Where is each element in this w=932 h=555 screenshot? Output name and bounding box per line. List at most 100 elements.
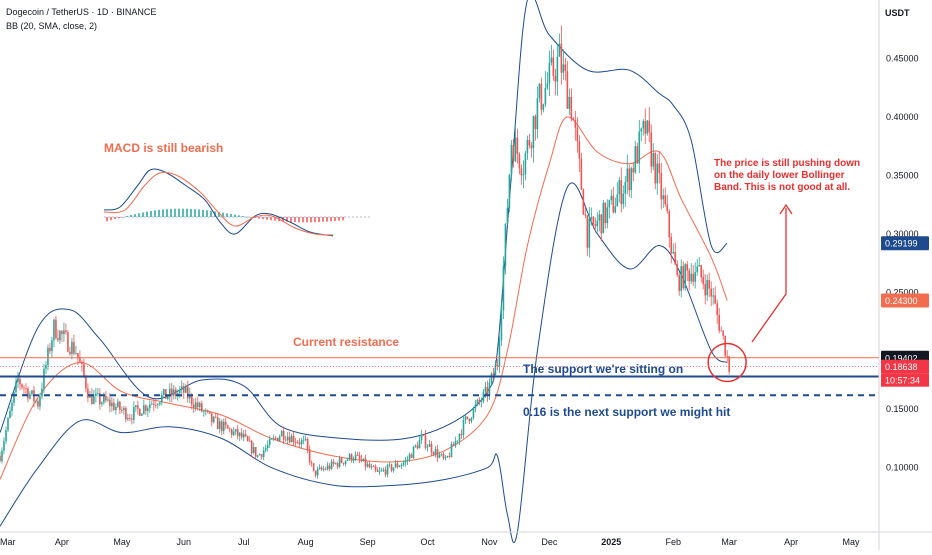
candle-down xyxy=(236,429,239,437)
candles xyxy=(0,25,730,479)
candle-down xyxy=(137,405,139,409)
price-axis[interactable]: 0.45000 0.40000 0.35000 0.30000 0.25000 0.150… xyxy=(878,0,929,550)
candle-down xyxy=(658,163,661,173)
candle-up xyxy=(238,432,241,437)
candle-down xyxy=(668,211,671,238)
symbol-title[interactable]: Dogecoin / TetherUS · 1D · BINANCE xyxy=(6,7,157,17)
candle-down xyxy=(364,458,367,467)
macd-histogram-bar xyxy=(222,212,224,217)
candle-down xyxy=(171,388,173,396)
candle-down xyxy=(49,347,51,352)
candle-down xyxy=(254,447,257,457)
candle-down xyxy=(704,284,706,296)
macd-histogram-bar xyxy=(146,211,148,217)
candle-up xyxy=(526,139,529,154)
candle-up xyxy=(386,464,389,475)
candle-up xyxy=(428,443,431,447)
candle-down xyxy=(390,464,393,471)
macd-histogram-bar xyxy=(326,217,328,222)
candle-up xyxy=(454,440,457,446)
macd-histogram-bar xyxy=(310,217,312,223)
candle-down xyxy=(512,144,515,162)
candle-down xyxy=(250,441,253,454)
price-tag-box xyxy=(881,359,929,374)
candle-down xyxy=(85,376,87,389)
candle-down xyxy=(384,469,387,475)
time-tick-label: Oct xyxy=(421,537,436,547)
currency-label[interactable]: USDT xyxy=(885,8,910,18)
price-tick-label: 0.35000 xyxy=(886,170,919,180)
candle-down xyxy=(728,356,730,372)
macd-histogram-bar xyxy=(334,217,336,222)
candle-down xyxy=(708,279,710,289)
candle-up xyxy=(212,416,215,423)
candle-up xyxy=(300,440,303,445)
candle-down xyxy=(564,64,567,72)
macd-histogram-bar xyxy=(258,217,260,219)
resistance-annotation: Current resistance xyxy=(293,335,400,349)
candle-down xyxy=(220,421,223,432)
candle-down xyxy=(186,386,189,399)
candle-up xyxy=(133,407,135,420)
candle-down xyxy=(572,118,575,121)
price-tag-box xyxy=(881,293,929,308)
candle-down xyxy=(21,384,23,388)
candle-up xyxy=(151,403,153,405)
candle-up xyxy=(262,450,265,457)
candle-down xyxy=(121,409,123,411)
candle-down xyxy=(670,237,673,254)
candle-down xyxy=(37,400,39,407)
candle-down xyxy=(332,461,335,464)
candle-up xyxy=(266,445,269,449)
candle-up xyxy=(382,469,385,471)
candle-down xyxy=(19,378,21,385)
candle-up xyxy=(93,395,95,404)
candle-up xyxy=(402,462,405,465)
candle-down xyxy=(720,330,722,332)
macd-histogram-bar xyxy=(126,215,128,217)
indicator-legend[interactable]: BB (20, SMA, close, 2) xyxy=(6,21,98,31)
macd-histogram-bar xyxy=(118,217,120,219)
candle-up xyxy=(234,429,237,432)
candle-up xyxy=(53,319,55,341)
candle-up xyxy=(97,393,99,394)
candle-up xyxy=(159,402,161,405)
macd-histogram-bar xyxy=(194,209,196,217)
candle-up xyxy=(484,387,487,392)
candle-down xyxy=(0,456,1,462)
candle-up xyxy=(334,463,337,465)
candle-down xyxy=(702,277,704,285)
candle-up xyxy=(548,62,551,84)
candle-down xyxy=(574,120,577,128)
candle-down xyxy=(688,270,691,282)
candle-down xyxy=(368,464,371,468)
candle-down xyxy=(308,449,311,463)
candle-up xyxy=(264,448,267,451)
candle-up xyxy=(1,450,3,462)
candle-up xyxy=(626,168,629,182)
candle-up xyxy=(167,396,169,399)
candle-up xyxy=(348,454,351,460)
candle-down xyxy=(468,418,471,422)
candle-down xyxy=(540,83,543,110)
candle-up xyxy=(352,459,355,461)
candle-down xyxy=(73,341,75,354)
candle-down xyxy=(560,43,563,73)
macd-histogram-bar xyxy=(190,208,192,217)
candle-up xyxy=(270,438,273,440)
candle-up xyxy=(696,266,699,273)
candle-up xyxy=(316,468,319,476)
macd-histogram-bar xyxy=(114,217,116,220)
candle-up xyxy=(9,410,11,419)
candle-up xyxy=(494,364,497,376)
candle-up xyxy=(510,144,513,175)
macd-histogram-bar xyxy=(142,212,144,217)
time-axis[interactable]: Mar Apr May Jun Jul Aug Sep Oct Nov Dec 2025 Feb Mar… xyxy=(0,531,932,547)
candle-up xyxy=(394,463,397,468)
candle-down xyxy=(292,435,295,443)
candle-up xyxy=(462,420,465,436)
level-lines xyxy=(0,342,879,397)
candle-down xyxy=(77,353,79,358)
candle-up xyxy=(614,206,617,213)
